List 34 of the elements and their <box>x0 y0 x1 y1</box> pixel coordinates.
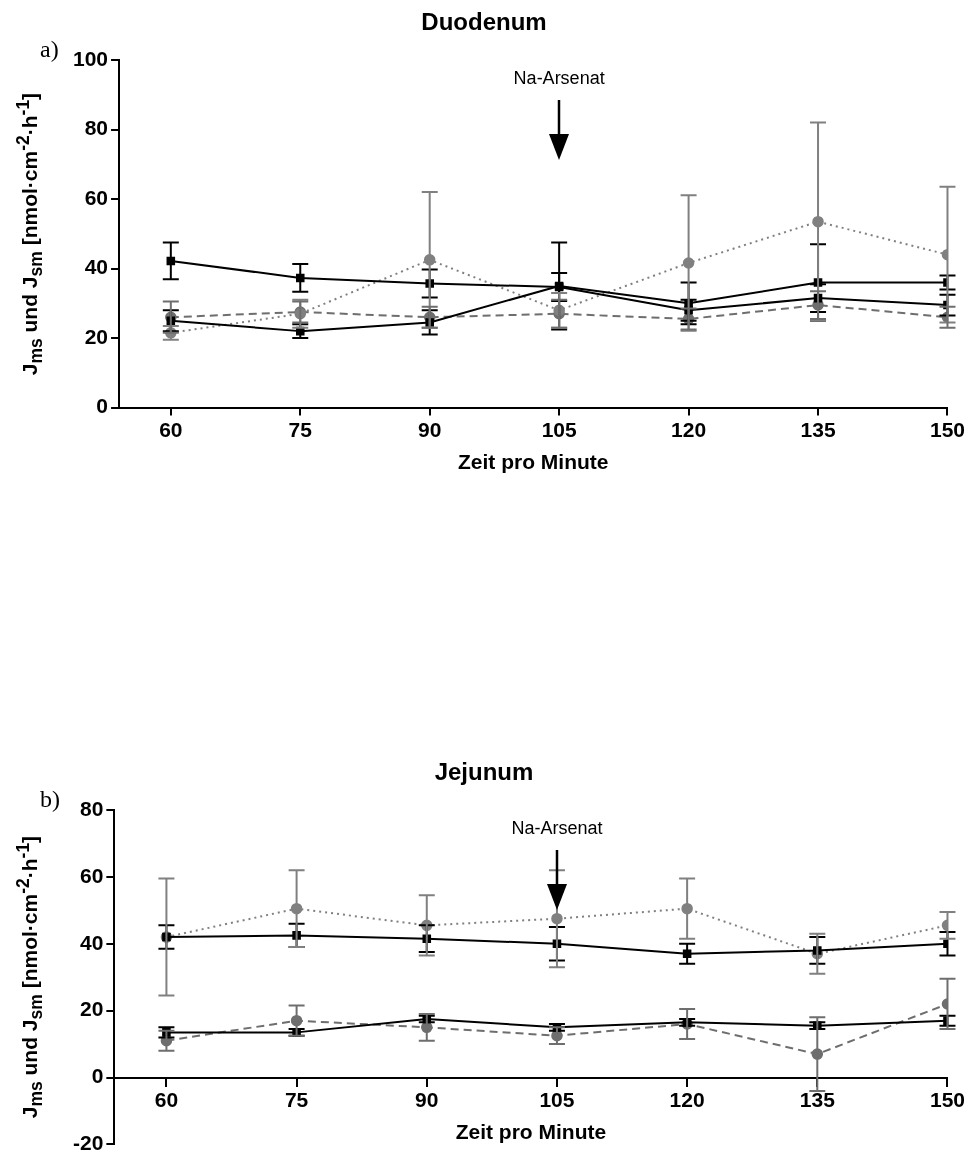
y-tick-label: 60 <box>79 863 104 887</box>
x-tick-label: 90 <box>415 1087 439 1111</box>
y-tick-label: 80 <box>79 796 104 820</box>
x-tick-label: 135 <box>799 1087 836 1111</box>
y-tick-label: 40 <box>84 255 109 279</box>
y-tick-label: 100 <box>72 46 109 70</box>
x-tick-label: 60 <box>159 418 183 441</box>
x-tick-label: 75 <box>284 1087 309 1111</box>
y-tick-label: 0 <box>91 1064 104 1088</box>
y-tick-label: 0 <box>96 394 109 418</box>
x-tick-label: 135 <box>800 418 836 441</box>
y-tick-label: 20 <box>84 324 109 348</box>
x-tick-label: 120 <box>671 418 707 441</box>
x-tick-label: 75 <box>288 418 313 441</box>
text: a) <box>40 36 59 63</box>
text: b) <box>40 786 60 813</box>
y-tick-label: 40 <box>79 930 104 954</box>
x-tick-label: 105 <box>541 418 577 441</box>
chart-title: Jejunum <box>433 758 535 786</box>
y-tick-label: 20 <box>79 997 104 1021</box>
x-tick-label: 90 <box>418 418 442 441</box>
x-axis-title: Zeit pro Minute <box>455 1120 607 1144</box>
x-tick-label: 60 <box>154 1087 179 1111</box>
x-tick-label: 150 <box>929 418 965 441</box>
x-tick-label: 150 <box>929 1087 965 1111</box>
ref-line-label: Na-Arsenat <box>511 818 603 839</box>
x-axis-title: Zeit pro Minute <box>458 450 609 474</box>
y-tick-label: 60 <box>84 185 109 209</box>
y-tick-label: 80 <box>84 116 109 140</box>
x-tick-label: 120 <box>669 1087 705 1111</box>
y-tick-label: -20 <box>72 1131 104 1155</box>
ref-line-label: Na-Arsenat <box>513 68 605 89</box>
x-tick-label: 105 <box>539 1087 575 1111</box>
chart-title: Duodenum <box>420 8 548 36</box>
